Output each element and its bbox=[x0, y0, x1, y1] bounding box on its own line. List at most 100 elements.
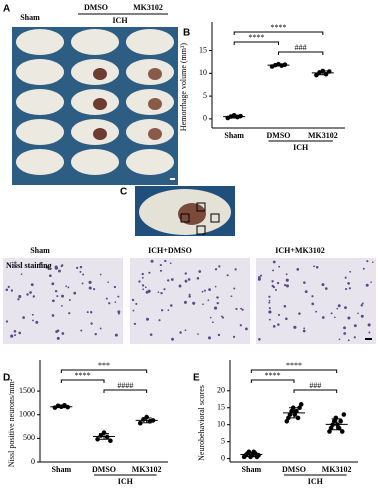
cell bbox=[52, 299, 55, 303]
cell bbox=[56, 295, 59, 298]
cell bbox=[207, 299, 210, 302]
cell bbox=[184, 272, 187, 275]
cell bbox=[164, 259, 167, 263]
cell bbox=[58, 269, 61, 273]
cell bbox=[315, 265, 319, 269]
cell bbox=[141, 276, 144, 279]
y-tick-label: 5 bbox=[221, 436, 225, 445]
cell bbox=[349, 270, 352, 273]
cell bbox=[26, 293, 29, 296]
cell bbox=[61, 304, 63, 307]
cell bbox=[18, 294, 22, 299]
cell bbox=[54, 265, 58, 269]
data-point bbox=[336, 425, 342, 431]
micrograph-label: ICH+MK3102 bbox=[275, 246, 324, 255]
cell bbox=[81, 282, 84, 285]
significance-bracket bbox=[60, 379, 105, 383]
cell bbox=[208, 288, 211, 291]
column-label: DMSO bbox=[84, 3, 108, 12]
cell bbox=[183, 300, 187, 304]
cell bbox=[86, 311, 89, 314]
cell bbox=[347, 316, 351, 320]
y-tick-label: 15 bbox=[199, 45, 207, 54]
micrograph bbox=[3, 258, 123, 344]
cell bbox=[187, 278, 191, 281]
x-tick-label: DMSO bbox=[92, 465, 116, 474]
cell bbox=[245, 327, 248, 331]
column-label: Sham bbox=[20, 13, 40, 22]
cell bbox=[239, 324, 242, 327]
cell bbox=[324, 287, 328, 290]
cell bbox=[216, 301, 219, 305]
cell bbox=[276, 281, 280, 285]
cell bbox=[334, 316, 336, 319]
cell bbox=[131, 298, 135, 302]
error-bar bbox=[273, 63, 284, 67]
group-label: ICH bbox=[308, 477, 324, 486]
significance-bracket bbox=[233, 31, 324, 35]
scale-bar bbox=[365, 338, 372, 340]
cell bbox=[272, 260, 276, 264]
cell bbox=[365, 283, 369, 287]
cell bbox=[213, 306, 218, 310]
cell bbox=[285, 273, 288, 276]
cell bbox=[232, 335, 236, 338]
cell bbox=[214, 268, 218, 271]
cell bbox=[107, 281, 109, 283]
hematoma bbox=[148, 68, 162, 80]
cell bbox=[51, 282, 55, 286]
cell bbox=[90, 322, 93, 325]
cell bbox=[169, 262, 172, 265]
cell bbox=[336, 307, 339, 310]
brain-section bbox=[71, 29, 119, 55]
significance-label: **** bbox=[286, 361, 302, 370]
cell bbox=[315, 310, 318, 313]
cell bbox=[212, 321, 214, 324]
cell bbox=[283, 284, 287, 287]
cell bbox=[202, 303, 204, 306]
column-label: MK3102 bbox=[133, 3, 163, 12]
cell bbox=[184, 279, 188, 283]
panel-label: C bbox=[120, 187, 127, 198]
cell bbox=[272, 269, 275, 272]
x-tick-label: Sham bbox=[242, 465, 262, 474]
significance-bracket bbox=[293, 389, 338, 393]
cell bbox=[271, 280, 274, 283]
y-tick-label: 1000 bbox=[19, 410, 35, 419]
y-tick-label: 10 bbox=[199, 68, 207, 77]
cell bbox=[30, 283, 34, 287]
cell bbox=[160, 291, 163, 295]
x-tick-label: Sham bbox=[224, 131, 244, 140]
significance-bracket bbox=[278, 51, 324, 55]
data-point bbox=[333, 415, 339, 421]
cell bbox=[192, 301, 196, 305]
x-tick-label: DMSO bbox=[267, 131, 291, 140]
group-label: ICH bbox=[112, 16, 128, 25]
cell bbox=[117, 310, 121, 314]
cell bbox=[10, 289, 14, 292]
cell bbox=[14, 334, 17, 337]
cell bbox=[135, 302, 138, 305]
cell bbox=[214, 285, 217, 288]
cell bbox=[241, 308, 244, 311]
cell bbox=[217, 333, 221, 337]
cell bbox=[258, 337, 261, 341]
cell bbox=[296, 268, 300, 271]
cell bbox=[149, 333, 153, 336]
cell bbox=[347, 281, 350, 285]
cell bbox=[17, 298, 20, 301]
cell bbox=[170, 304, 173, 307]
cell bbox=[99, 273, 102, 276]
cell bbox=[170, 278, 174, 281]
cell bbox=[268, 295, 271, 298]
cell bbox=[158, 319, 161, 322]
y-tick-label: 0 bbox=[221, 453, 225, 462]
cell bbox=[138, 280, 141, 283]
cell bbox=[68, 312, 71, 315]
cell bbox=[29, 291, 32, 294]
error-bar bbox=[289, 407, 299, 419]
cell bbox=[114, 333, 118, 337]
y-axis-label: Neurobehavioral scores bbox=[197, 385, 206, 461]
cell bbox=[347, 339, 350, 342]
